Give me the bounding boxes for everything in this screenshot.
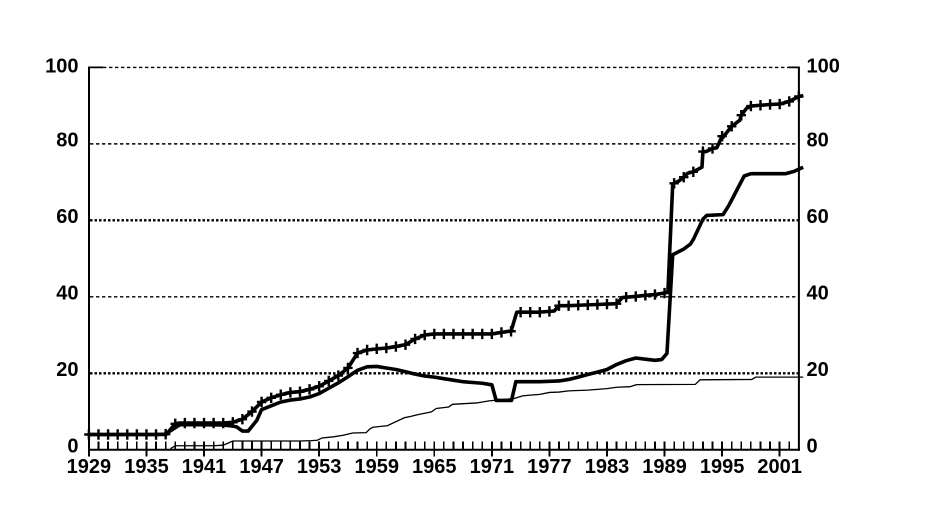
svg-text:1959: 1959 xyxy=(354,456,399,478)
svg-text:1983: 1983 xyxy=(585,456,630,478)
svg-text:40: 40 xyxy=(807,283,829,305)
svg-text:1995: 1995 xyxy=(700,456,745,478)
svg-text:100: 100 xyxy=(45,55,78,77)
svg-text:1953: 1953 xyxy=(297,456,342,478)
svg-text:0: 0 xyxy=(807,436,818,458)
svg-text:80: 80 xyxy=(56,130,78,152)
svg-text:1941: 1941 xyxy=(182,456,227,478)
svg-text:1971: 1971 xyxy=(470,456,515,478)
svg-text:60: 60 xyxy=(807,206,829,228)
svg-text:1947: 1947 xyxy=(239,456,284,478)
svg-text:1989: 1989 xyxy=(642,456,687,478)
svg-text:1965: 1965 xyxy=(412,456,457,478)
svg-text:2001: 2001 xyxy=(757,456,802,478)
svg-text:60: 60 xyxy=(56,206,78,228)
svg-text:20: 20 xyxy=(56,359,78,381)
svg-text:40: 40 xyxy=(56,283,78,305)
svg-text:0: 0 xyxy=(67,436,78,458)
svg-text:1935: 1935 xyxy=(124,456,169,478)
svg-text:20: 20 xyxy=(807,359,829,381)
svg-text:1929: 1929 xyxy=(67,456,112,478)
svg-text:80: 80 xyxy=(807,130,829,152)
svg-text:1977: 1977 xyxy=(527,456,572,478)
svg-text:100: 100 xyxy=(807,55,840,77)
